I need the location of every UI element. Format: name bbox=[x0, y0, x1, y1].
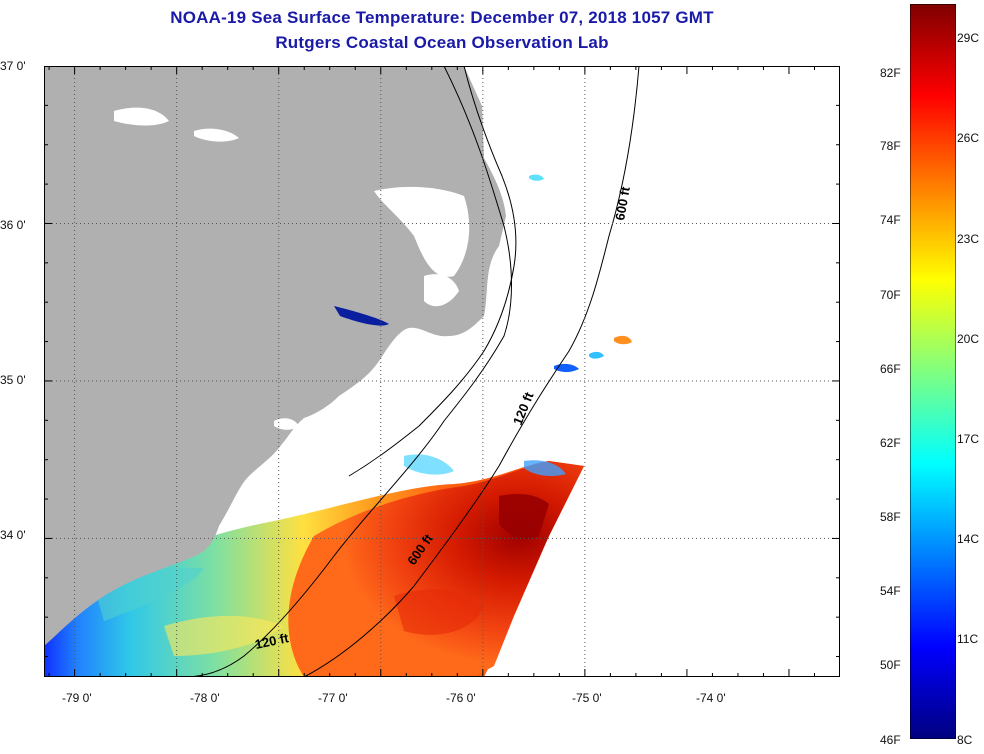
graticule bbox=[44, 66, 840, 677]
colorbar-label-c: 29C bbox=[957, 31, 980, 45]
contour-label-600ft-north: 600 ft bbox=[612, 185, 633, 222]
sst-map: 120 ft 120 ft 600 ft 600 ft bbox=[44, 66, 840, 677]
depth-contour-120ft bbox=[183, 66, 512, 677]
colorbar-label-c: 8C bbox=[957, 733, 973, 747]
lon-label-79: -79 0' bbox=[62, 691, 92, 705]
colorbar-label-c: 14C bbox=[957, 532, 980, 546]
land-mass bbox=[44, 66, 506, 646]
map-subtitle: Rutgers Coastal Ocean Observation Lab bbox=[275, 33, 609, 52]
colorbar-label-f: 66F bbox=[880, 362, 901, 376]
inland-lake bbox=[194, 128, 239, 142]
colorbar-label-f: 54F bbox=[880, 584, 901, 598]
pamlico-sound bbox=[374, 186, 470, 277]
lat-label-35: 35 0' bbox=[0, 373, 26, 387]
contour-label-120ft-south: 120 ft bbox=[254, 630, 291, 652]
inland-lake bbox=[114, 107, 169, 126]
lon-label-74: -74 0' bbox=[696, 691, 726, 705]
depth-contour-600ft bbox=[303, 66, 640, 677]
colorbar-label-c: 11C bbox=[957, 632, 979, 646]
neuse-river bbox=[334, 306, 389, 326]
colorbar-label-c: 20C bbox=[957, 332, 980, 346]
lat-label-37: 37 0' bbox=[0, 59, 26, 73]
lat-label-36: 36 0' bbox=[0, 218, 26, 232]
inlet bbox=[274, 418, 299, 430]
barrier-island-shoreline bbox=[348, 66, 517, 477]
sst-data-layer bbox=[44, 174, 632, 677]
lat-label-34: 34 0' bbox=[0, 528, 26, 542]
colorbar-label-c: 17C bbox=[957, 432, 980, 446]
lon-label-76: -76 0' bbox=[446, 691, 476, 705]
colorbar-label-c: 26C bbox=[957, 131, 980, 145]
lon-label-77: -77 0' bbox=[318, 691, 348, 705]
colorbar-label-f: 78F bbox=[880, 139, 901, 153]
colorbar-label-f: 58F bbox=[880, 510, 901, 524]
lon-label-75: -75 0' bbox=[572, 691, 602, 705]
colorbar-label-c: 23C bbox=[957, 232, 980, 246]
colorbar-label-f: 50F bbox=[880, 658, 901, 672]
albemarle-sound bbox=[424, 274, 459, 307]
colorbar-label-f: 74F bbox=[880, 213, 901, 227]
colorbar-gradient bbox=[910, 4, 956, 739]
map-title: NOAA-19 Sea Surface Temperature: Decembe… bbox=[170, 8, 714, 27]
temperature-colorbar bbox=[910, 4, 956, 739]
map-frame bbox=[44, 66, 840, 677]
colorbar-label-f: 82F bbox=[880, 66, 901, 80]
colorbar-label-f: 62F bbox=[880, 436, 901, 450]
colorbar-label-f: 70F bbox=[880, 288, 901, 302]
lon-label-78: -78 0' bbox=[190, 691, 220, 705]
axis-ticks bbox=[44, 66, 840, 677]
colorbar-label-f: 46F bbox=[880, 733, 901, 747]
